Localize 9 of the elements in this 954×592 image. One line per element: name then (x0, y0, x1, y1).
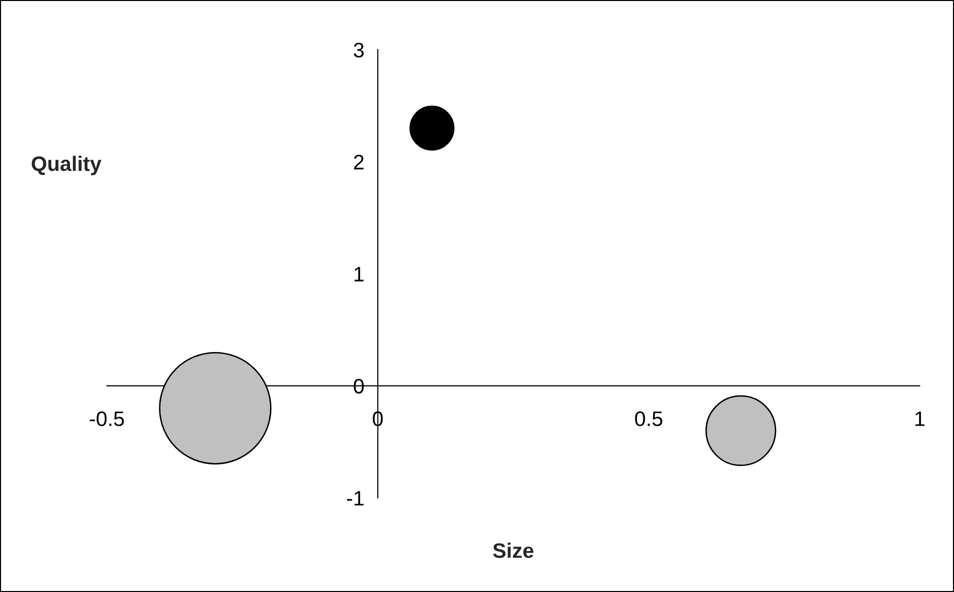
x-tick-label: 1 (915, 412, 924, 426)
y-tick-label: -1 (346, 491, 364, 506)
y-tick-label: 2 (354, 154, 364, 170)
x-tick-label: -0.5 (90, 411, 124, 426)
y-axis-title: Quality (32, 156, 102, 176)
x-tick-label: 0.5 (635, 411, 662, 426)
y-tick-label: 3 (354, 42, 364, 58)
y-tick-label: 1 (354, 267, 364, 282)
x-axis-title: Size (493, 542, 534, 558)
